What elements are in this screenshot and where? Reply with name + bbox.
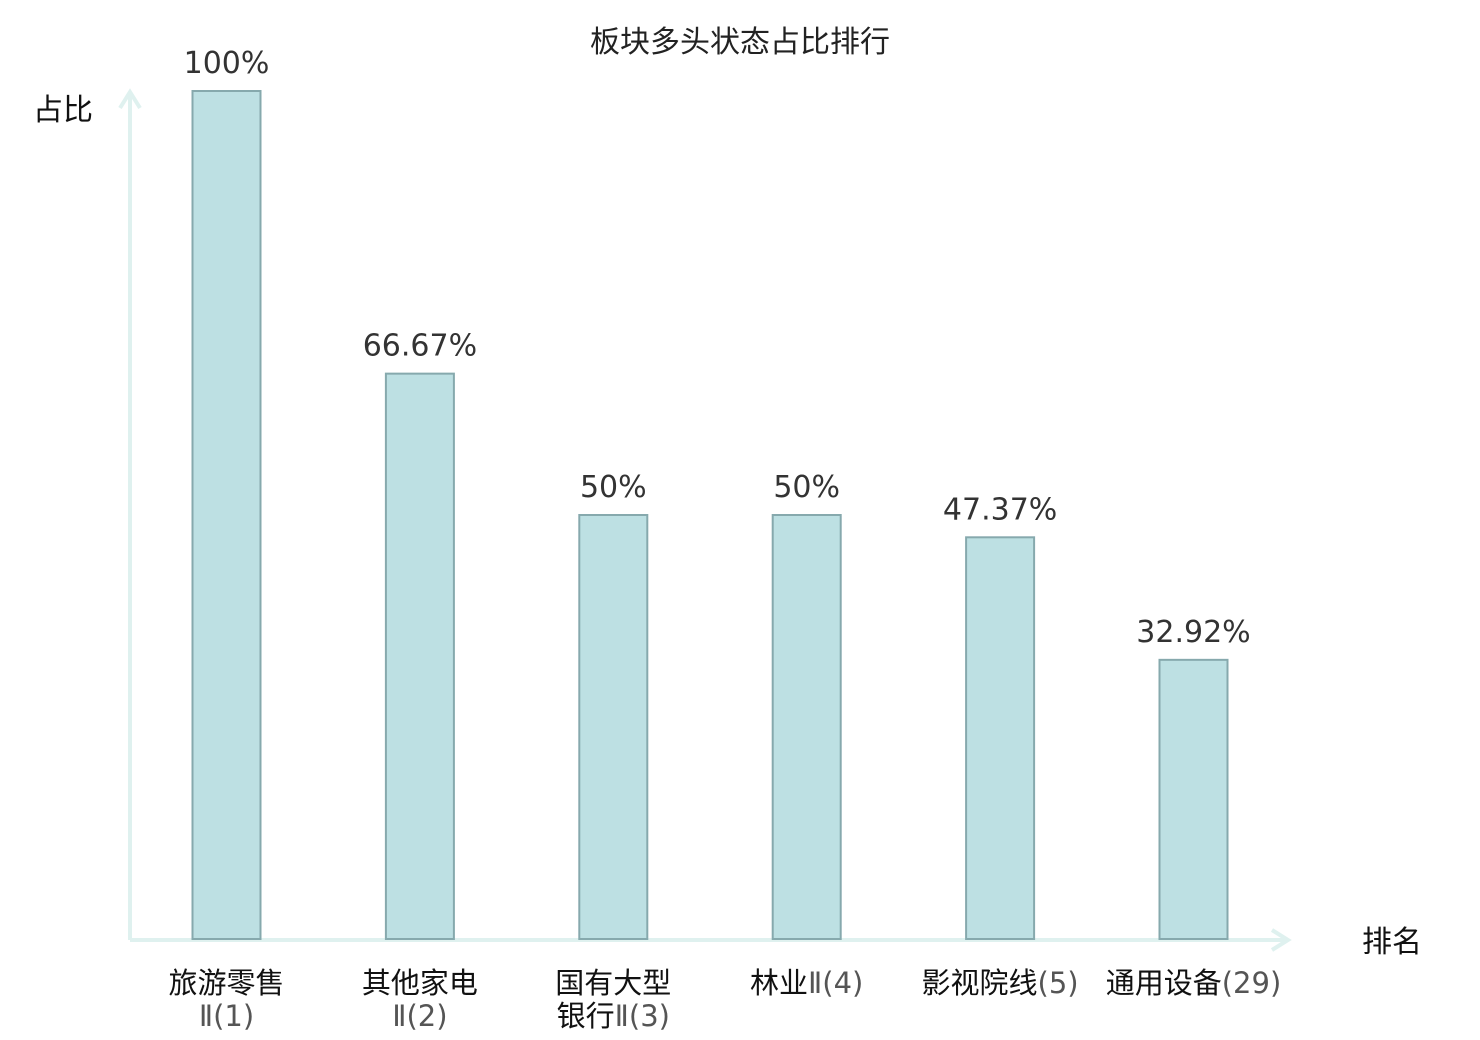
category-label-0-line-0: 旅游零售 (168, 966, 284, 1000)
category-label-2-line-1: 银行Ⅱ(3) (557, 999, 670, 1033)
y-axis-arrow-icon (118, 88, 142, 110)
category-label-3-line-0: 林业Ⅱ(4) (750, 966, 863, 1000)
category-label-5-line-0: 通用设备(29) (1106, 966, 1282, 1000)
value-label-2: 50% (580, 470, 647, 505)
bar-5 (1158, 658, 1229, 940)
bar-2 (578, 514, 649, 940)
value-label-3: 50% (773, 470, 840, 505)
bar-0 (191, 90, 262, 940)
chart-title: 板块多头状态占比排行 (590, 25, 890, 60)
category-label-1-line-0: 其他家电 (362, 966, 478, 1000)
x-axis-label: 排名 (1362, 925, 1422, 960)
category-label-0-line-1: Ⅱ(1) (199, 999, 254, 1033)
category-label-4-line-0: 影视院线(5) (922, 966, 1079, 1000)
category-label-2-line-0: 国有大型 (555, 966, 671, 1000)
category-label-1-line-1: Ⅱ(2) (392, 999, 447, 1033)
value-label-0: 100% (184, 46, 270, 81)
value-label-1: 66.67% (363, 329, 477, 364)
bar-1 (384, 372, 455, 940)
bar-4 (965, 536, 1036, 941)
value-label-4: 47.37% (943, 492, 1057, 527)
value-label-5: 32.92% (1136, 615, 1250, 650)
y-axis-label: 占比 (33, 93, 93, 128)
x-axis-arrow-icon (1270, 928, 1292, 952)
bar-3 (771, 514, 842, 940)
